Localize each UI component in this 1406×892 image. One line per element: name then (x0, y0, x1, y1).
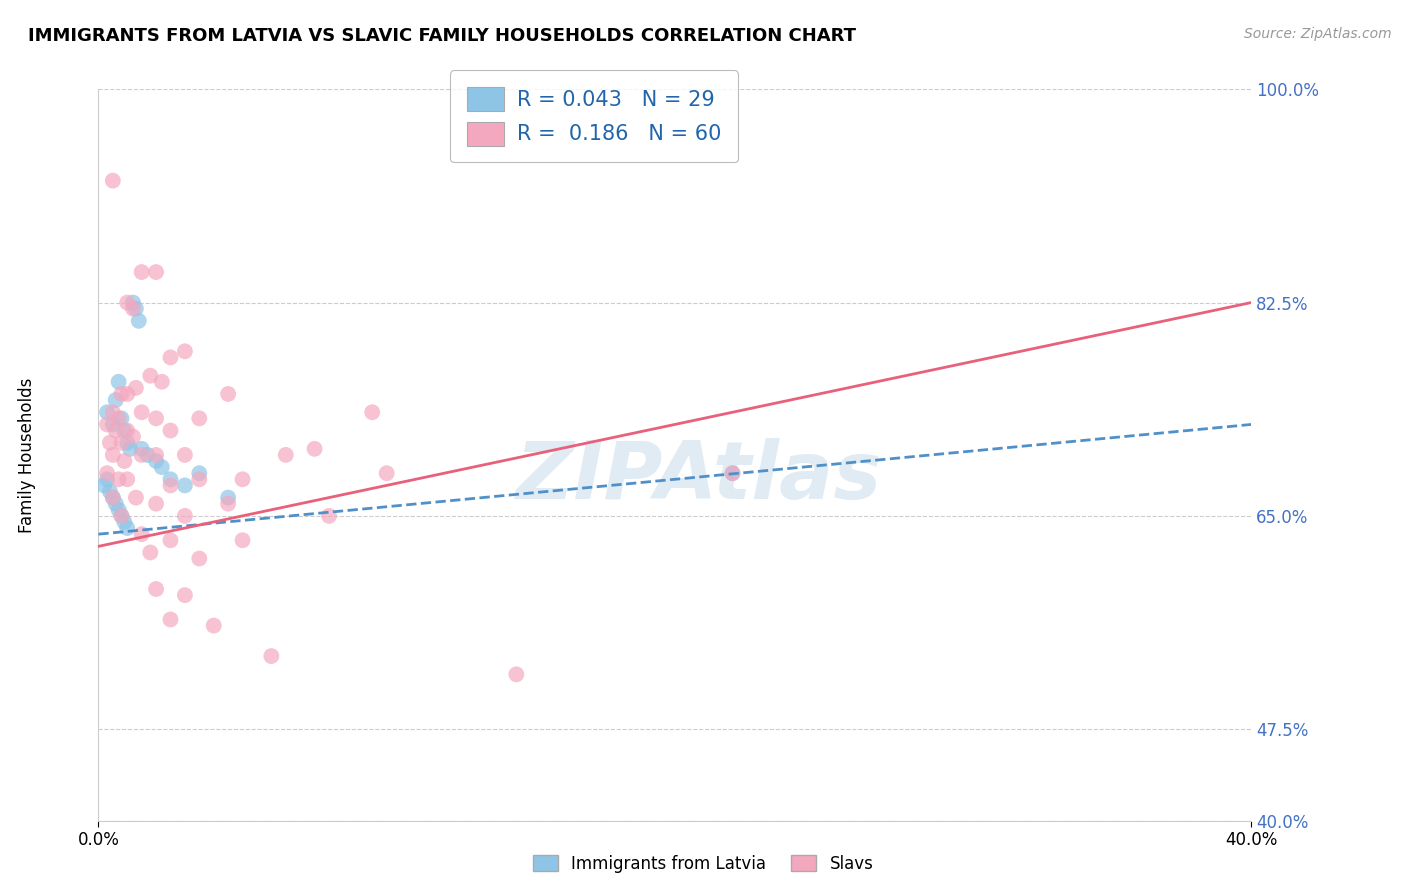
Point (159, 478, 181, 492)
Point (112, 454, 135, 468)
Point (304, 442, 326, 456)
Point (117, 435, 139, 450)
Point (145, 454, 167, 468)
Point (110, 508, 132, 523)
Point (125, 381, 148, 395)
Point (375, 467, 398, 481)
Point (174, 508, 197, 523)
Point (117, 424, 139, 438)
Point (122, 301, 145, 316)
Point (107, 503, 129, 517)
Point (101, 417, 124, 432)
Point (145, 582, 167, 596)
Point (131, 442, 153, 456)
Point (131, 448, 153, 462)
Point (112, 515, 135, 529)
Point (231, 533, 254, 548)
Text: ZIPAtlas: ZIPAtlas (515, 438, 882, 516)
Point (145, 265, 167, 279)
Point (120, 442, 142, 456)
Legend: R = 0.043   N = 29, R =  0.186   N = 60: R = 0.043 N = 29, R = 0.186 N = 60 (450, 70, 738, 162)
Text: IMMIGRANTS FROM LATVIA VS SLAVIC FAMILY HOUSEHOLDS CORRELATION CHART: IMMIGRANTS FROM LATVIA VS SLAVIC FAMILY … (28, 27, 856, 45)
Point (101, 491, 124, 505)
Point (101, 173, 124, 187)
Point (122, 430, 145, 444)
Point (96, 417, 118, 432)
Point (145, 497, 167, 511)
Point (159, 533, 181, 548)
Point (318, 508, 340, 523)
Point (361, 405, 384, 419)
Point (125, 491, 148, 505)
Point (107, 411, 129, 425)
Point (174, 448, 197, 462)
Point (188, 411, 211, 425)
Point (217, 491, 239, 505)
Point (101, 448, 124, 462)
Point (110, 411, 132, 425)
Point (104, 497, 127, 511)
Point (217, 387, 239, 401)
Point (159, 424, 181, 438)
Point (188, 467, 211, 481)
Point (117, 521, 139, 535)
Point (96, 472, 118, 486)
Point (721, 467, 744, 481)
Point (174, 344, 197, 359)
Point (117, 295, 139, 310)
Point (188, 551, 211, 566)
Point (110, 508, 132, 523)
Point (159, 351, 181, 365)
Point (117, 472, 139, 486)
Point (96, 405, 118, 419)
Point (174, 478, 197, 492)
Point (107, 472, 129, 486)
Y-axis label: Family Households: Family Households (18, 377, 37, 533)
Point (145, 448, 167, 462)
Point (104, 393, 127, 408)
Point (125, 301, 148, 316)
Point (104, 424, 127, 438)
Point (274, 448, 297, 462)
Point (159, 612, 181, 626)
Point (98, 484, 121, 499)
Point (136, 448, 159, 462)
Point (217, 497, 239, 511)
Point (150, 375, 173, 389)
Point (117, 387, 139, 401)
Point (505, 667, 527, 681)
Point (110, 435, 132, 450)
Point (101, 405, 124, 419)
Point (131, 405, 153, 419)
Point (93, 478, 115, 492)
Point (721, 467, 744, 481)
Point (112, 424, 135, 438)
Point (128, 314, 150, 328)
Point (231, 472, 254, 486)
Point (139, 368, 162, 383)
Point (131, 527, 153, 541)
Point (110, 387, 132, 401)
Point (96, 467, 118, 481)
Point (260, 649, 283, 664)
Point (131, 265, 153, 279)
Point (202, 618, 225, 632)
Text: Source: ZipAtlas.com: Source: ZipAtlas.com (1244, 27, 1392, 41)
Point (159, 472, 181, 486)
Point (145, 411, 167, 425)
Point (188, 472, 211, 486)
Point (98, 435, 121, 450)
Point (139, 545, 162, 559)
Legend: Immigrants from Latvia, Slavs: Immigrants from Latvia, Slavs (526, 848, 880, 880)
Point (122, 295, 145, 310)
Point (150, 460, 173, 475)
Point (174, 588, 197, 602)
Point (107, 375, 129, 389)
Point (101, 491, 124, 505)
